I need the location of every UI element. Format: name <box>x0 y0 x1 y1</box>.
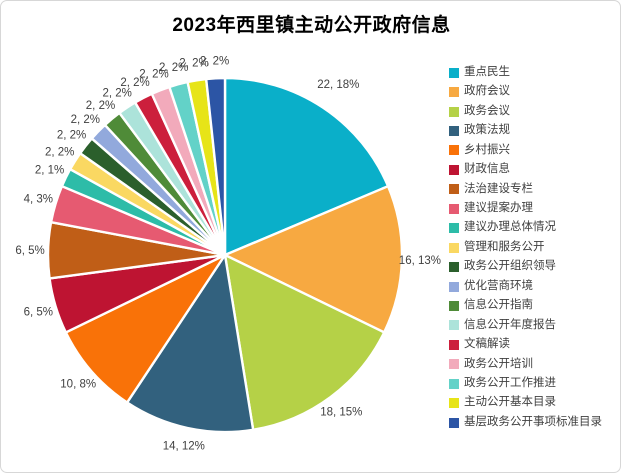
legend-item-主动公开基本目录[interactable]: 主动公开基本目录 <box>449 393 602 412</box>
legend-item-乡村振兴[interactable]: 乡村振兴 <box>449 141 602 160</box>
legend-label: 政务会议 <box>464 104 510 117</box>
legend-swatch <box>449 300 459 311</box>
data-label: 6, 5% <box>15 245 44 257</box>
legend-swatch <box>449 87 459 98</box>
legend-item-基层政务公开事项标准目录[interactable]: 基层政务公开事项标准目录 <box>449 413 602 432</box>
data-label: 6, 5% <box>24 306 53 318</box>
legend-swatch <box>449 398 459 409</box>
legend-item-文稿解读[interactable]: 文稿解读 <box>449 335 602 354</box>
data-label: 14, 12% <box>163 441 205 453</box>
legend: 重点民生政府会议政务会议政策法规乡村振兴财政信息法治建设专栏 建议提案办理建议办理… <box>449 63 602 432</box>
legend-item-政务公开工作推进[interactable]: 政务公开工作推进 <box>449 374 602 393</box>
legend-swatch <box>449 203 459 214</box>
chart-title: 2023年西里镇主动公开政府信息 <box>172 15 451 36</box>
data-label: 22, 18% <box>317 79 359 91</box>
legend-label: 基层政务公开事项标准目录 <box>464 415 602 428</box>
legend-label: 政策法规 <box>464 124 510 137</box>
legend-swatch <box>449 164 459 175</box>
data-label: 4, 3% <box>24 194 53 206</box>
legend-item-管理和服务公开[interactable]: 管理和服务公开 <box>449 238 602 257</box>
legend-swatch <box>449 126 459 137</box>
legend-swatch <box>449 67 459 78</box>
data-label: 2, 2% <box>102 88 131 100</box>
legend-label: 建议办理总体情况 <box>464 221 556 234</box>
data-label: 2, 2% <box>86 100 115 112</box>
legend-item-信息公开指南[interactable]: 信息公开指南 <box>449 296 602 315</box>
pie-slice-乡村振兴[interactable] <box>64 253 227 404</box>
data-label: 2, 2% <box>139 68 168 80</box>
pie-slice-政策法规[interactable] <box>125 253 255 434</box>
legend-label: 文稿解读 <box>464 338 510 351</box>
data-label: 18, 15% <box>320 407 362 419</box>
data-label: 10, 8% <box>60 378 96 390</box>
legend-label: 政务公开工作推进 <box>464 376 556 389</box>
legend-swatch <box>449 145 459 156</box>
data-label: 2, 2% <box>159 62 188 74</box>
data-label: 2, 2% <box>120 77 149 89</box>
legend-item-法治建设专栏[interactable]: 法治建设专栏 <box>449 180 602 199</box>
legend-swatch <box>449 417 459 428</box>
legend-label: 主动公开基本目录 <box>464 396 556 409</box>
legend-swatch <box>449 339 459 350</box>
legend-label: 法治建设专栏 <box>464 182 533 195</box>
data-label: 2, 2% <box>179 58 208 70</box>
legend-label: 重点民生 <box>464 65 510 78</box>
data-label: 2, 2% <box>45 147 74 159</box>
legend-label: 建议提案办理 <box>464 202 533 215</box>
data-label: 16, 13% <box>399 255 441 267</box>
data-label: 2, 1% <box>35 165 64 177</box>
legend-item-政务会议[interactable]: 政务会议 <box>449 102 602 121</box>
data-label: 2, 2% <box>200 55 229 67</box>
legend-label: 乡村振兴 <box>464 143 510 156</box>
legend-item-财政信息[interactable]: 财政信息 <box>449 160 602 179</box>
legend-item-建议提案办理[interactable]: 建议提案办理 <box>449 199 602 218</box>
legend-swatch <box>449 378 459 389</box>
legend-swatch <box>449 184 459 195</box>
legend-item-政府会议[interactable]: 政府会议 <box>449 82 602 101</box>
legend-label: 优化营商环境 <box>464 279 533 292</box>
legend-label: 财政信息 <box>464 163 510 176</box>
legend-swatch <box>449 242 459 253</box>
legend-item-信息公开年度报告[interactable]: 信息公开年度报告 <box>449 316 602 335</box>
legend-swatch <box>449 223 459 234</box>
legend-item-建议办理总体情况[interactable]: 建议办理总体情况 <box>449 219 602 238</box>
legend-swatch <box>449 106 459 117</box>
pie-slice-政务会议[interactable] <box>223 253 386 431</box>
legend-item-政务公开组织领导[interactable]: 政务公开组织领导 <box>449 257 602 276</box>
pie-slice-基层政务公开事项标准目录[interactable] <box>204 76 227 257</box>
legend-item-政务公开培训[interactable]: 政务公开培训 <box>449 355 602 374</box>
data-label: 2, 2% <box>57 130 86 142</box>
legend-swatch <box>449 281 459 292</box>
legend-label: 信息公开年度报告 <box>464 318 556 331</box>
legend-swatch <box>449 320 459 331</box>
legend-item-重点民生[interactable]: 重点民生 <box>449 63 602 82</box>
legend-item-优化营商环境[interactable]: 优化营商环境 <box>449 277 602 296</box>
legend-item-政策法规[interactable]: 政策法规 <box>449 121 602 140</box>
legend-label: 管理和服务公开 <box>464 240 545 253</box>
legend-label: 政务公开组织领导 <box>464 260 556 273</box>
legend-label: 政府会议 <box>464 85 510 98</box>
pie-slice-重点民生[interactable] <box>223 76 390 257</box>
data-label: 2, 2% <box>71 114 100 126</box>
legend-label: 信息公开指南 <box>464 299 533 312</box>
legend-label: 政务公开培训 <box>464 357 533 370</box>
legend-swatch <box>449 359 459 370</box>
pie-slice-政府会议[interactable] <box>223 184 404 334</box>
legend-swatch <box>449 262 459 273</box>
